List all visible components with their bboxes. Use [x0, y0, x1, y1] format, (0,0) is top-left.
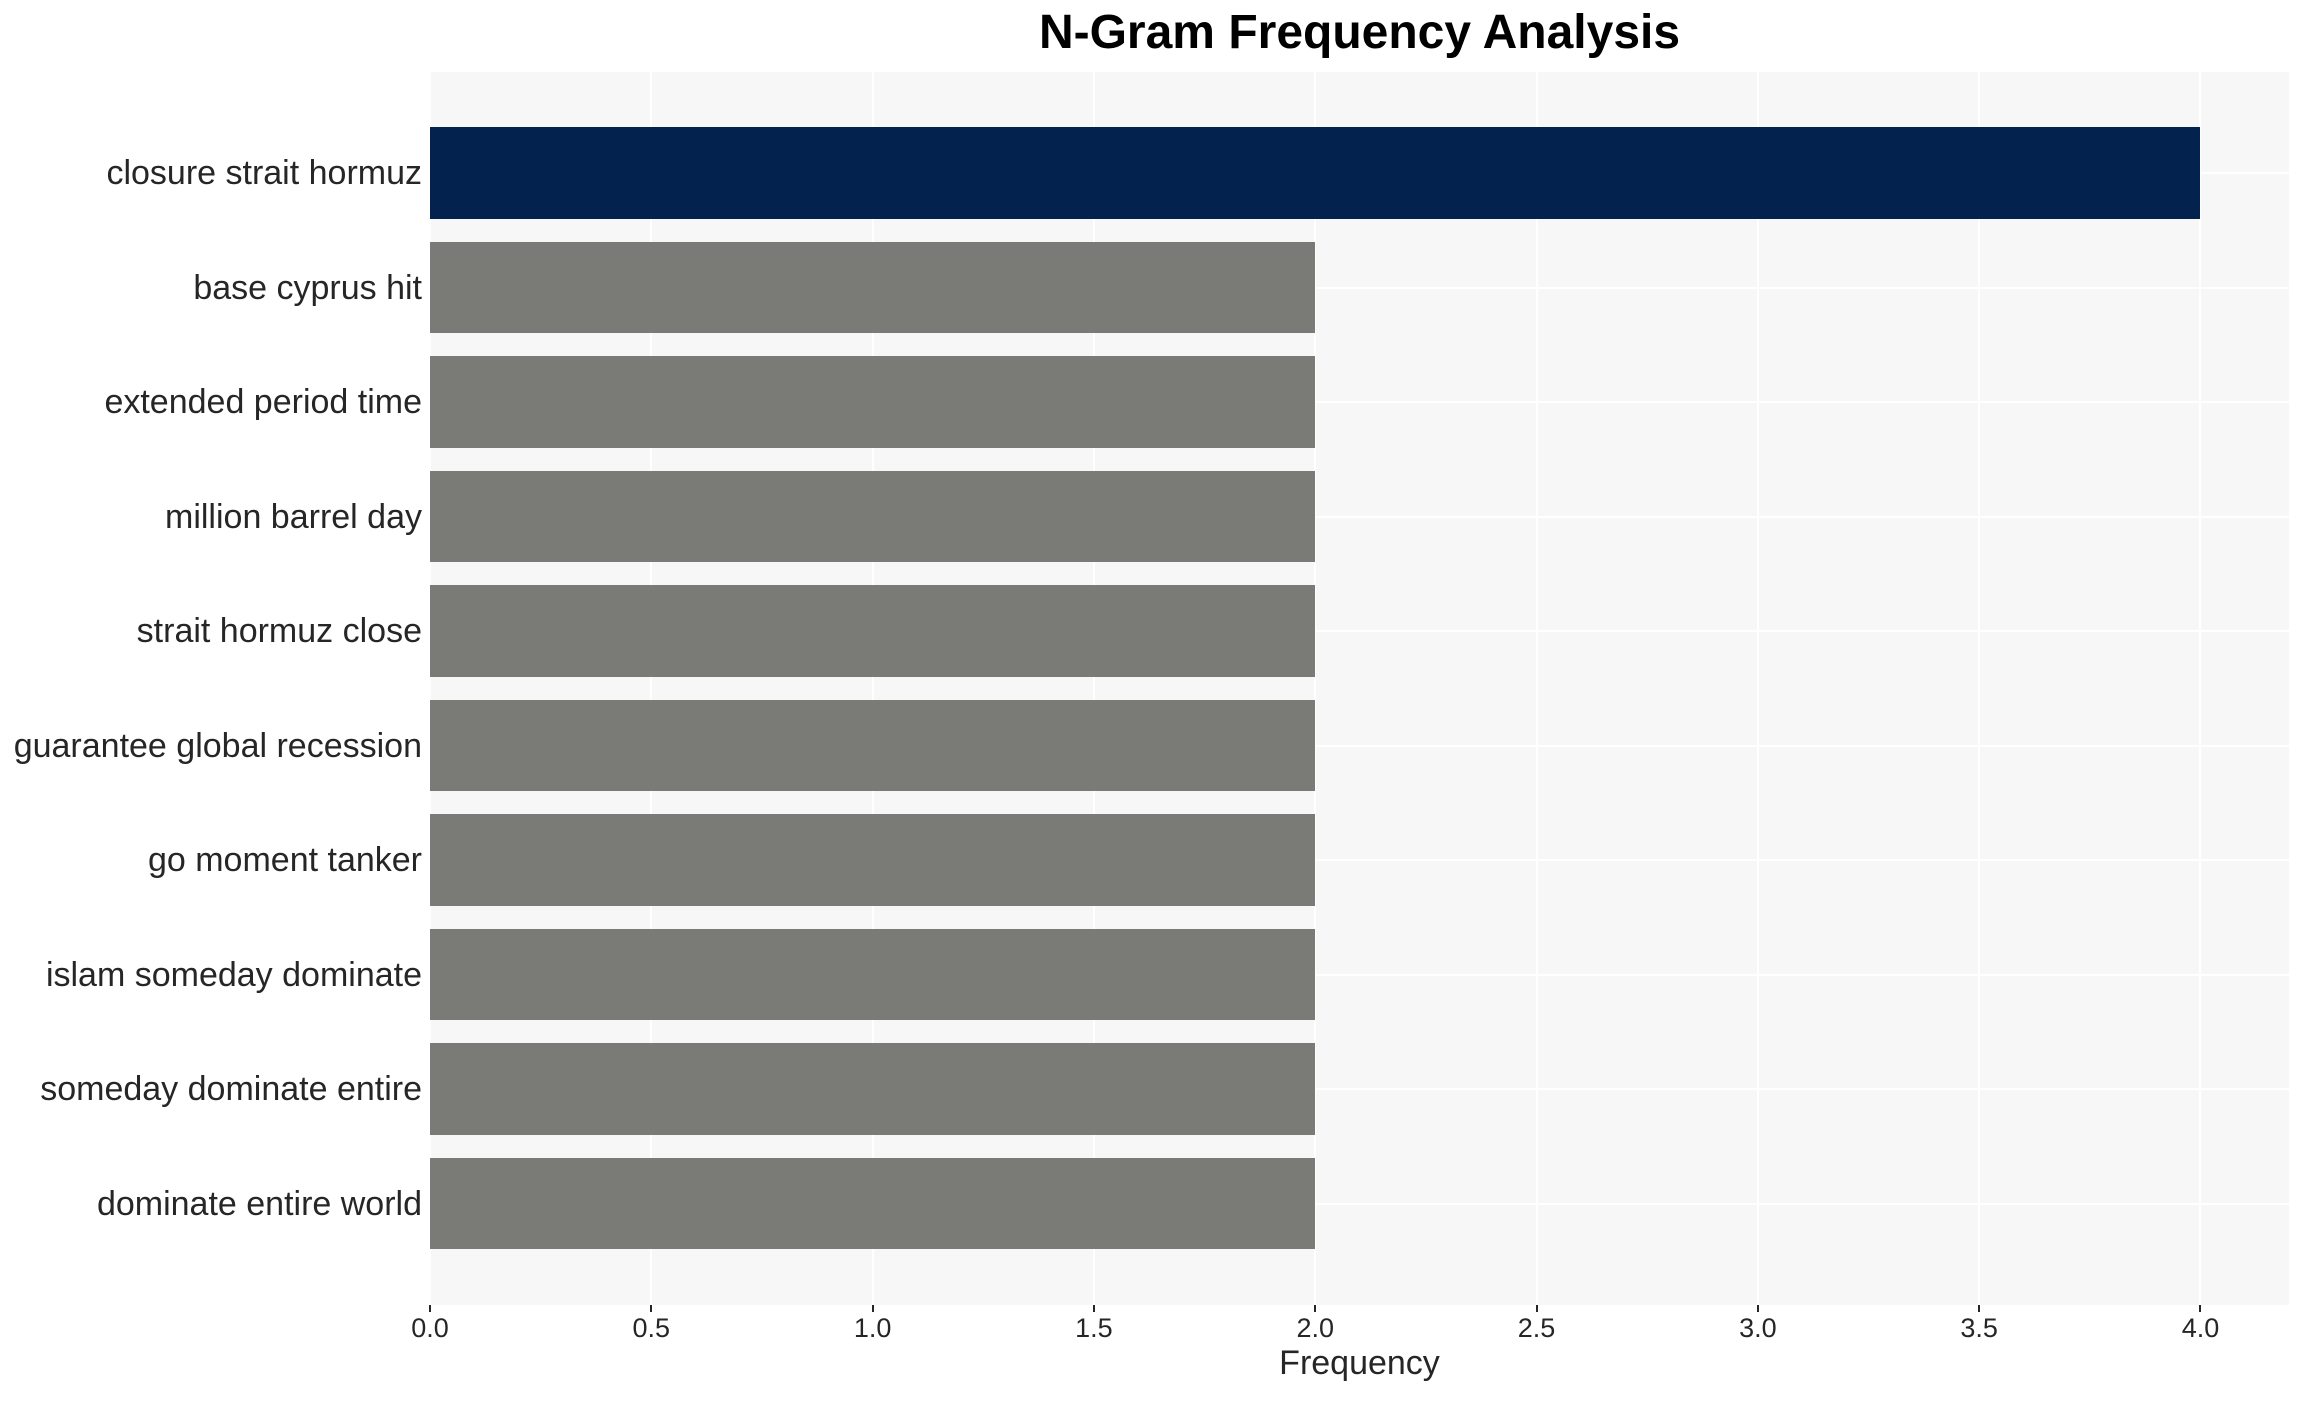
x-axis-title: Frequency: [1279, 1344, 1440, 1382]
gridline-horizontal: [430, 1202, 2289, 1205]
plot-area: [429, 72, 2289, 1305]
x-tick-mark: [1535, 1305, 1538, 1312]
y-tick-label: closure strait hormuz: [106, 154, 422, 192]
gridline-horizontal: [430, 401, 2289, 403]
gridline-vertical: [871, 72, 874, 1305]
x-tick-label: 2.5: [1517, 1313, 1556, 1343]
bar: [430, 241, 1316, 334]
x-tick-label: 0.0: [411, 1313, 449, 1343]
bar: [430, 585, 1316, 677]
gridline-vertical: [1535, 72, 1538, 1305]
gridline-vertical: [1978, 72, 1981, 1305]
bar: [430, 1043, 1316, 1135]
y-tick-label: dominate entire world: [96, 1184, 422, 1223]
gridline-horizontal: [430, 630, 2289, 632]
x-tick-mark: [650, 1305, 653, 1312]
gridline-horizontal: [430, 286, 2289, 289]
gridline-horizontal: [430, 859, 2289, 861]
x-tick-label: 3.5: [1960, 1313, 1998, 1343]
bar: [430, 1157, 1316, 1250]
x-tick-mark: [1756, 1305, 1759, 1312]
x-tick-label: 0.5: [632, 1313, 671, 1343]
gridline-vertical: [2199, 72, 2202, 1305]
y-tick-label: go moment tanker: [147, 841, 422, 879]
gridline-horizontal: [430, 973, 2289, 976]
gridline-horizontal: [430, 744, 2289, 747]
y-tick-label: someday dominate entire: [40, 1070, 422, 1108]
x-tick-mark: [429, 1305, 431, 1312]
x-tick-mark: [1092, 1305, 1095, 1312]
bar: [430, 127, 2201, 219]
y-tick-label: million barrel day: [165, 497, 422, 536]
y-tick-label: islam someday dominate: [45, 955, 422, 994]
bar: [430, 470, 1316, 563]
gridline-vertical: [650, 72, 653, 1305]
x-tick-mark: [1978, 1305, 1981, 1312]
x-tick-mark: [871, 1305, 874, 1312]
x-tick-mark: [2199, 1305, 2202, 1312]
gridline-vertical: [1314, 72, 1317, 1305]
y-tick-label: extended period time: [104, 383, 422, 421]
gridline-vertical: [1092, 72, 1095, 1305]
x-tick-label: 1.0: [853, 1313, 892, 1343]
gridline-horizontal: [430, 515, 2289, 518]
bar: [430, 814, 1316, 906]
gridline-vertical: [429, 72, 431, 1305]
bar: [430, 699, 1316, 792]
y-tick-label: base cyprus hit: [193, 268, 422, 307]
gridline-vertical: [1756, 72, 1759, 1305]
x-tick-mark: [1314, 1305, 1317, 1312]
bar: [430, 356, 1316, 448]
chart-title: N-Gram Frequency Analysis: [1038, 6, 1681, 59]
x-tick-label: 1.5: [1075, 1313, 1113, 1343]
x-tick-label: 4.0: [2181, 1313, 2220, 1343]
gridline-horizontal: [430, 1088, 2289, 1090]
x-tick-label: 2.0: [1296, 1313, 1334, 1343]
y-tick-label: guarantee global recession: [13, 726, 422, 765]
x-tick-label: 3.0: [1739, 1313, 1777, 1343]
bar: [430, 928, 1316, 1021]
y-tick-label: strait hormuz close: [136, 612, 422, 650]
